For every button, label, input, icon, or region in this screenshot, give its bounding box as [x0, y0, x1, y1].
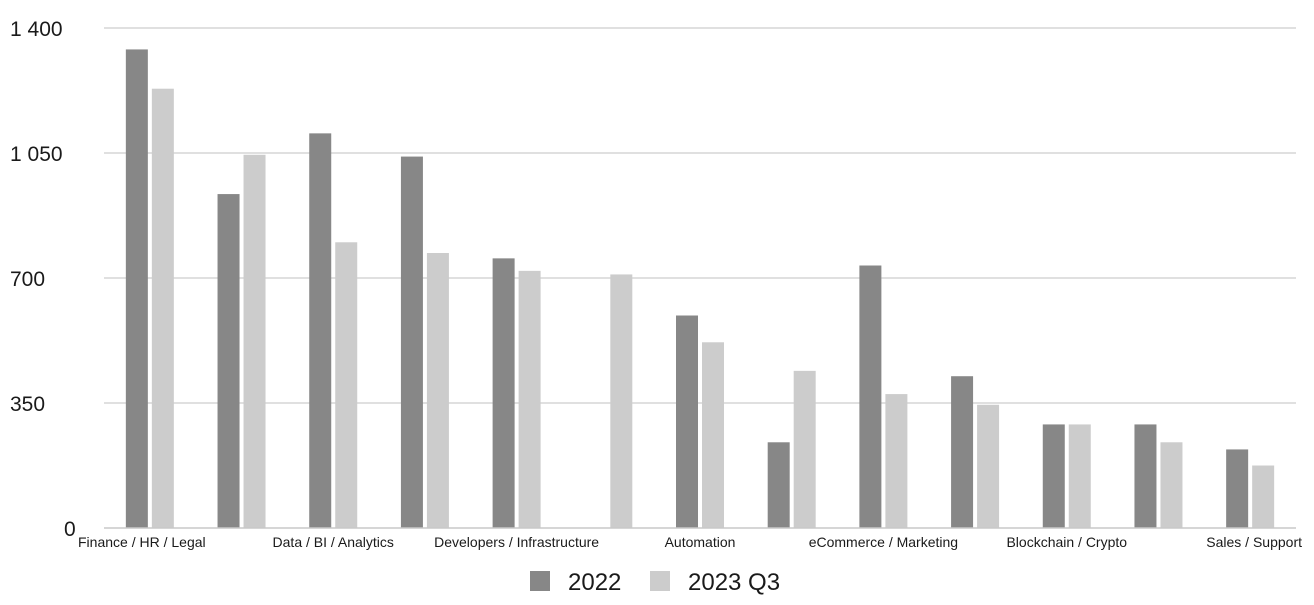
legend: 2022 2023 Q3 — [530, 569, 780, 596]
bar-2023-q3-2 — [335, 242, 358, 529]
bar-2023-q3-3 — [426, 253, 449, 528]
x-axis: Finance / HR / Legal Data / BI / Analytic… — [78, 527, 1302, 550]
bar-2022-12 — [1226, 449, 1249, 528]
bar-2023-q3-10 — [1068, 424, 1091, 528]
bar-2023-q3-1 — [243, 154, 266, 529]
x-tick-label: Developers / Infrastructure — [434, 534, 599, 550]
y-tick-label: 1 400 — [10, 18, 63, 41]
legend-swatch-0 — [530, 571, 550, 591]
y-axis: 0 350 700 1 050 1 400 — [10, 18, 76, 541]
legend-swatch-1 — [650, 571, 670, 591]
x-tick-label: Sales / Support — [1206, 534, 1302, 550]
bar-2022-1 — [217, 194, 240, 529]
legend-label-1: 2023 Q3 — [688, 569, 780, 596]
y-tick-label: 700 — [10, 268, 45, 291]
bar-2022-2 — [309, 133, 332, 528]
bar-2023-q3-0 — [151, 88, 174, 528]
x-tick-label: Automation — [665, 534, 736, 550]
bar-2023-q3-11 — [1160, 442, 1183, 528]
bar-2023-q3-5 — [610, 274, 633, 528]
y-tick-label: 1 050 — [10, 143, 63, 166]
x-tick-label: Finance / HR / Legal — [78, 534, 206, 550]
y-tick-label: 0 — [64, 518, 76, 541]
bar-2022-10 — [1042, 424, 1065, 528]
bar-2022-6 — [676, 315, 698, 528]
bar-2022-0 — [125, 49, 148, 529]
bar-2022-4 — [492, 258, 515, 528]
bar-2023-q3-12 — [1252, 465, 1275, 528]
bar-2023-q3-4 — [518, 270, 541, 528]
bar-2022-3 — [400, 156, 423, 529]
bars — [125, 49, 1275, 529]
x-tick-label: Data / BI / Analytics — [273, 534, 394, 550]
x-tick-label: eCommerce / Marketing — [809, 534, 958, 550]
bar-2022-8 — [859, 265, 882, 528]
x-tick-label: Blockchain / Crypto — [1006, 534, 1127, 550]
bar-2022-11 — [1134, 424, 1157, 528]
bar-2022-7 — [767, 442, 790, 528]
y-tick-label: 350 — [10, 393, 45, 416]
bar-2023-q3-7 — [793, 370, 816, 528]
bar-2023-q3-8 — [885, 394, 908, 528]
legend-label-0: 2022 — [568, 569, 621, 596]
bar-2023-q3-9 — [977, 404, 1000, 528]
bar-2023-q3-6 — [702, 342, 724, 528]
bar-2022-9 — [951, 376, 974, 528]
gridlines — [104, 27, 1296, 404]
